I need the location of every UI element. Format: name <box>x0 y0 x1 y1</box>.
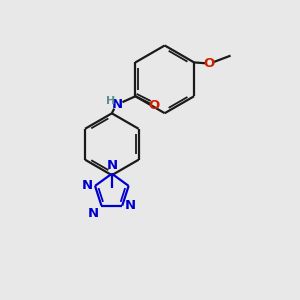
Text: N: N <box>88 207 99 220</box>
Text: N: N <box>82 179 93 192</box>
Text: N: N <box>106 159 117 172</box>
Text: H: H <box>106 96 115 106</box>
Text: O: O <box>148 100 160 112</box>
Text: O: O <box>204 57 215 70</box>
Text: N: N <box>124 199 136 212</box>
Text: N: N <box>112 98 123 111</box>
